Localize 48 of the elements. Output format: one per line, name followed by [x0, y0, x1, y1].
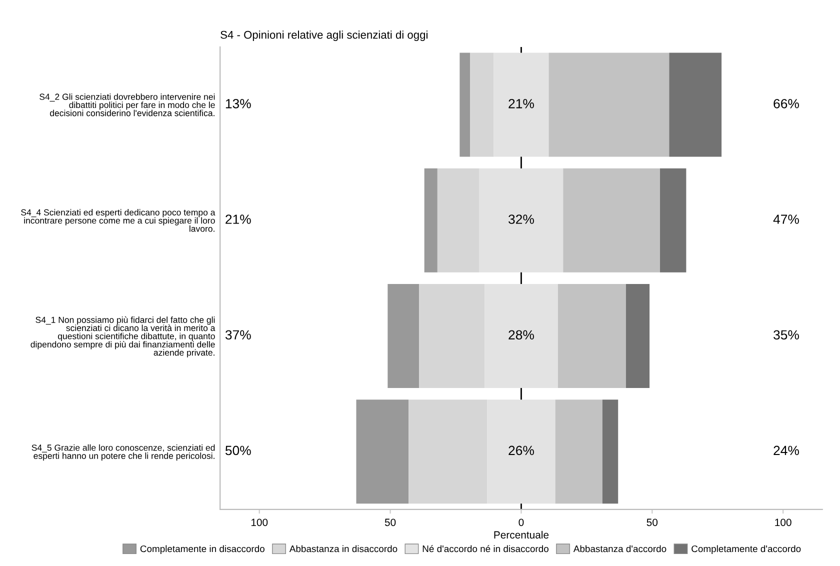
bar	[470, 52, 494, 157]
x-tick-label: 100	[775, 518, 792, 526]
annotation: 35%	[774, 330, 799, 340]
annotation: 37%	[225, 330, 251, 340]
annotation: 32%	[508, 214, 534, 224]
bar	[419, 284, 485, 388]
x-axis-title: Percentuale	[494, 530, 549, 539]
bar	[356, 400, 409, 504]
bar	[558, 284, 626, 388]
bar	[548, 52, 670, 157]
x-tick-label: 50	[384, 518, 396, 526]
annotation: 66%	[774, 98, 799, 108]
bar	[408, 400, 488, 504]
legend-label: Completamente in disaccordo	[140, 545, 264, 554]
annotation: 50%	[225, 446, 251, 456]
bar	[555, 400, 602, 504]
annotation: 26%	[508, 446, 534, 456]
bar	[626, 284, 650, 388]
bar	[602, 400, 618, 504]
bar	[479, 168, 564, 272]
bar	[669, 52, 722, 157]
y-tick-label: S4_4 Scienziati ed esperti dedicano poco tempo a incontrare persone come me a cui spiegare il loro lavoro.	[21, 209, 216, 232]
annotation: 24%	[774, 446, 799, 456]
annotation: 21%	[226, 214, 251, 224]
bar	[424, 168, 438, 272]
legend-label: Né d'accordo né in disaccordo	[422, 545, 548, 552]
x-tick-label: 100	[251, 518, 268, 526]
bar	[484, 284, 558, 388]
bar	[388, 284, 420, 388]
annotation: 28%	[508, 330, 534, 340]
bar	[487, 400, 556, 504]
x-tick-label: 0	[518, 518, 524, 526]
bar	[460, 52, 470, 157]
annotation: 47%	[773, 214, 799, 224]
legend-label: Abbastanza in disaccordo	[289, 545, 398, 552]
annotation: 13%	[226, 98, 251, 108]
y-tick-label: S4_5 Grazie alle loro conoscenze, scienziati ed esperti hanno un potere che li rende pericolosi.	[32, 444, 215, 461]
annotation: 21%	[508, 98, 534, 108]
x-tick-label: 50	[646, 518, 658, 526]
bar	[494, 52, 549, 157]
chart-title: S4 - Opinioni relative agli scienziati di oggi	[220, 30, 428, 41]
legend-label: Completamente d'accordo	[692, 545, 801, 554]
bar	[437, 168, 480, 272]
legend-label: Abbastanza d'accordo	[573, 545, 666, 552]
bar	[563, 168, 660, 272]
y-tick-label: S4_1 Non possiamo più fidarci del fatto che gli scienziati ci dicano la verità in merito a questioni scientifiche dibattute, in quanto dipendono sempre di più dai finanziamenti delle aziende private.	[30, 316, 216, 358]
y-tick-label: S4_2 Gli scienziati dovrebbero intervenire nei dibattiti politici per fare in modo che le decisioni considerino l'evidenza scientifica.	[40, 93, 215, 116]
bar	[660, 168, 686, 272]
